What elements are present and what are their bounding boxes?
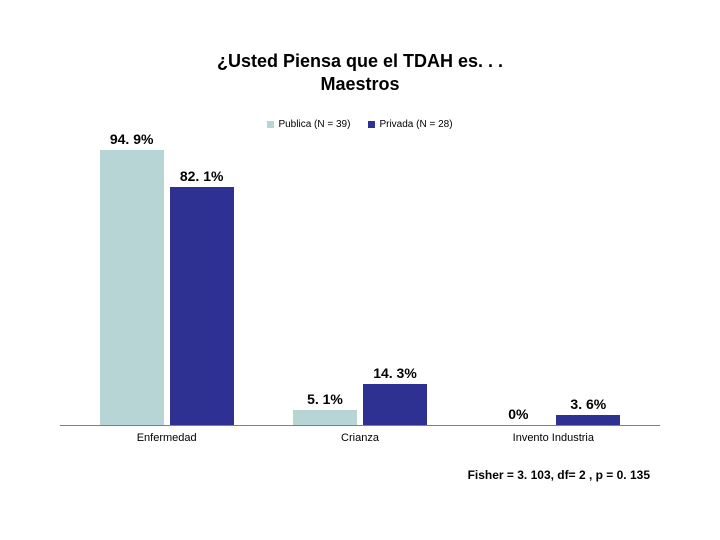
plot-area: 94. 9% 82. 1% 5. 1% 14. 3% 0% bbox=[60, 136, 660, 426]
bar-privada-1 bbox=[363, 384, 427, 425]
x-label-0: Enfermedad bbox=[70, 432, 263, 444]
bar-label-privada-2: 3. 6% bbox=[570, 396, 606, 412]
bar-privada-2 bbox=[556, 415, 620, 425]
bar-publica-1 bbox=[293, 410, 357, 425]
bar-label-privada-0: 82. 1% bbox=[180, 168, 224, 184]
bar-label-publica-1: 5. 1% bbox=[307, 391, 343, 407]
bar-wrap-publica-0: 94. 9% bbox=[100, 131, 164, 425]
legend-label-privada: Privada (N = 28) bbox=[379, 119, 452, 130]
legend-label-publica: Publica (N = 39) bbox=[278, 119, 350, 130]
legend: Publica (N = 39) Privada (N = 28) bbox=[60, 119, 660, 130]
legend-swatch-publica bbox=[267, 121, 274, 128]
footnote: Fisher = 3. 103, df= 2 , p = 0. 135 bbox=[60, 468, 660, 482]
bar-group-invento: 0% 3. 6% bbox=[457, 396, 650, 425]
chart-title-line1: ¿Usted Piensa que el TDAH es. . . bbox=[60, 50, 660, 73]
bar-wrap-publica-1: 5. 1% bbox=[293, 391, 357, 425]
legend-swatch-privada bbox=[368, 121, 375, 128]
bar-wrap-publica-2: 0% bbox=[486, 406, 550, 425]
chart-title: ¿Usted Piensa que el TDAH es. . . Maestr… bbox=[60, 50, 660, 95]
x-label-1: Crianza bbox=[263, 432, 456, 444]
chart-container: ¿Usted Piensa que el TDAH es. . . Maestr… bbox=[0, 0, 720, 540]
legend-item-privada: Privada (N = 28) bbox=[368, 119, 452, 130]
x-axis: Enfermedad Crianza Invento Industria bbox=[60, 426, 660, 444]
bar-publica-0 bbox=[100, 150, 164, 425]
bar-wrap-privada-0: 82. 1% bbox=[170, 168, 234, 425]
bar-privada-0 bbox=[170, 187, 234, 425]
bar-wrap-privada-1: 14. 3% bbox=[363, 365, 427, 425]
legend-item-publica: Publica (N = 39) bbox=[267, 119, 350, 130]
bar-label-publica-2: 0% bbox=[508, 406, 528, 422]
chart-title-line2: Maestros bbox=[60, 73, 660, 96]
bar-group-enfermedad: 94. 9% 82. 1% bbox=[70, 131, 263, 425]
bar-label-publica-0: 94. 9% bbox=[110, 131, 154, 147]
bar-group-crianza: 5. 1% 14. 3% bbox=[263, 365, 456, 425]
bar-wrap-privada-2: 3. 6% bbox=[556, 396, 620, 425]
bar-label-privada-1: 14. 3% bbox=[373, 365, 417, 381]
x-label-2: Invento Industria bbox=[457, 432, 650, 444]
